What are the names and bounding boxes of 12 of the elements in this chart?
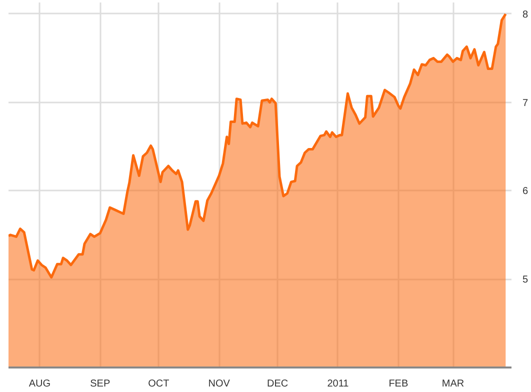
x-tick-label: DEC (266, 378, 288, 390)
x-tick-label: OCT (148, 378, 170, 390)
x-tick-label: AUG (28, 378, 51, 390)
y-tick-label: 7 (522, 98, 528, 109)
x-tick-label: SEP (90, 378, 110, 390)
y-tick-label: 6 (522, 186, 528, 198)
x-tick-label: 2011 (327, 378, 350, 390)
x-tick-label: NOV (208, 378, 230, 390)
y-tick-label: 5 (522, 274, 528, 286)
x-tick-label: FEB (388, 378, 408, 390)
x-tick-label: MAR (442, 378, 464, 390)
y-tick-label: 8 (522, 9, 528, 20)
